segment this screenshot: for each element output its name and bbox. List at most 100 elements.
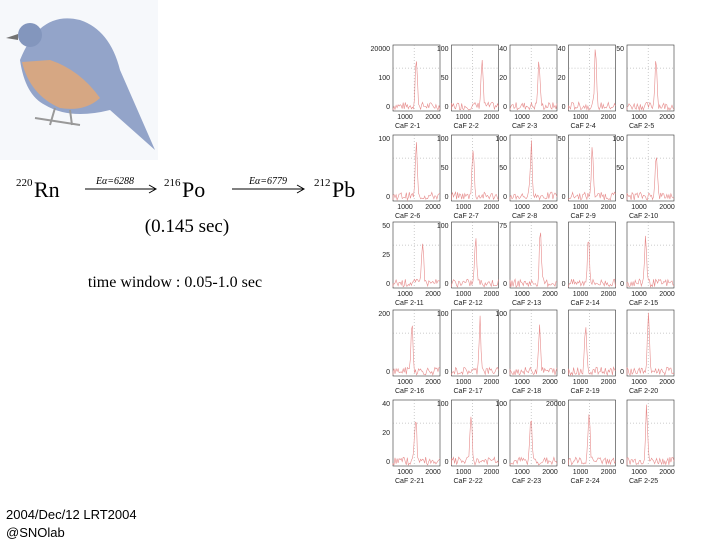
halflife: (0.145 sec) <box>145 216 229 237</box>
x-tick-label: 2000 <box>659 469 675 476</box>
y-tick-label: 40 <box>382 401 390 408</box>
y-tick-label: 50 <box>616 165 624 172</box>
panel-frame <box>451 399 499 467</box>
nuclide: Rn <box>34 177 60 202</box>
y-tick-label: 50 <box>558 136 566 143</box>
panel-label: CaF 2-18 <box>512 388 541 395</box>
panel-label: CaF 2-6 <box>395 213 420 220</box>
panel-frame <box>392 44 441 112</box>
time-window: time window : 0.05-1.0 sec <box>88 274 262 291</box>
y-tick-label: 0 <box>620 369 624 376</box>
panel-frame <box>626 134 675 202</box>
histogram-trace <box>392 243 441 288</box>
y-tick-label: 50 <box>499 165 507 172</box>
y-tick-label: 0 <box>562 459 566 466</box>
x-tick-label: 1000 <box>514 204 530 211</box>
x-tick-label: 1000 <box>456 204 472 211</box>
panel-label: CaF 2-22 <box>454 478 483 485</box>
nuclide: Pb <box>332 177 355 202</box>
y-tick-label: 20000 <box>371 46 391 53</box>
panel-frame <box>509 134 558 202</box>
x-tick-label: 1000 <box>514 291 530 298</box>
panel-label: CaF 2-10 <box>629 213 658 220</box>
y-tick-label: 50 <box>616 46 624 53</box>
histogram-trace <box>451 238 499 288</box>
panel-frame <box>509 44 558 112</box>
y-tick-label: 100 <box>378 75 390 82</box>
x-tick-label: 2000 <box>484 204 500 211</box>
y-tick-label: 100 <box>437 136 449 143</box>
histogram-panel: 40 20 0 1000 2000 CaF 2-4 <box>558 44 616 130</box>
panel-frame <box>626 399 675 467</box>
x-tick-label: 2000 <box>484 291 500 298</box>
panel-label: CaF 2-20 <box>629 388 658 395</box>
panel-frame <box>509 221 558 289</box>
y-tick-label: 0 <box>386 369 390 376</box>
x-tick-label: 1000 <box>631 469 647 476</box>
x-tick-label: 1000 <box>631 204 647 211</box>
y-tick-label: 0 <box>445 459 449 466</box>
y-tick-label: 0 <box>445 369 449 376</box>
x-tick-label: 1000 <box>514 379 530 386</box>
y-tick-label: 0 <box>386 194 390 201</box>
histogram-panel: 100 50 0 1000 2000 CaF 2-8 <box>495 134 558 220</box>
panel-label: CaF 2-17 <box>454 388 483 395</box>
y-tick-label: 0 <box>503 104 507 111</box>
y-tick-label: 0 <box>503 459 507 466</box>
y-tick-label: 75 <box>499 223 507 230</box>
panel-label: CaF 2-21 <box>395 478 424 485</box>
y-tick-label: 0 <box>445 281 449 288</box>
x-tick-label: 2000 <box>542 469 558 476</box>
panel-frame <box>626 221 675 289</box>
y-tick-label: 0 <box>562 104 566 111</box>
x-tick-label: 2000 <box>542 291 558 298</box>
histogram-trace <box>568 147 616 201</box>
x-tick-label: 2000 <box>659 204 675 211</box>
y-tick-label: 40 <box>499 46 507 53</box>
arrow <box>85 184 158 194</box>
histogram-trace <box>626 404 675 466</box>
y-tick-label: 200 <box>378 311 390 318</box>
y-tick-label: 0 <box>620 194 624 201</box>
panel-frame <box>451 134 499 202</box>
x-tick-label: 1000 <box>631 114 647 121</box>
panel-label: CaF 2-5 <box>629 123 654 130</box>
x-tick-label: 1000 <box>514 469 530 476</box>
footer: @SNOlab <box>6 525 65 540</box>
x-tick-label: 2000 <box>425 291 441 298</box>
x-tick-label: 1000 <box>573 114 589 121</box>
bird-image <box>0 0 158 160</box>
x-tick-label: 2000 <box>542 379 558 386</box>
histogram-trace <box>451 315 499 376</box>
histogram-trace <box>451 416 499 466</box>
y-tick-label: 0 <box>620 104 624 111</box>
y-tick-label: 100 <box>378 136 390 143</box>
panel-frame <box>392 221 441 289</box>
histogram-trace <box>451 150 499 200</box>
x-tick-label: 1000 <box>397 469 413 476</box>
histogram-trace <box>392 61 441 111</box>
panel-label: CaF 2-3 <box>512 123 537 130</box>
panel-frame <box>568 44 616 112</box>
histogram-panel: 40 20 0 1000 2000 CaF 2-3 <box>499 44 558 130</box>
y-tick-label: 0 <box>445 194 449 201</box>
x-tick-label: 1000 <box>397 204 413 211</box>
panel-label: CaF 2-1 <box>395 123 420 130</box>
histogram-panel: 100 50 0 1000 2000 CaF 2-7 <box>437 134 500 220</box>
y-tick-label: 100 <box>437 46 449 53</box>
panel-frame <box>568 221 616 289</box>
histogram-trace <box>626 61 675 112</box>
x-tick-label: 2000 <box>659 291 675 298</box>
y-tick-label: 0 <box>562 194 566 201</box>
y-tick-label: 0 <box>503 369 507 376</box>
nuclide: Po <box>182 177 205 202</box>
x-tick-label: 2000 <box>601 469 617 476</box>
